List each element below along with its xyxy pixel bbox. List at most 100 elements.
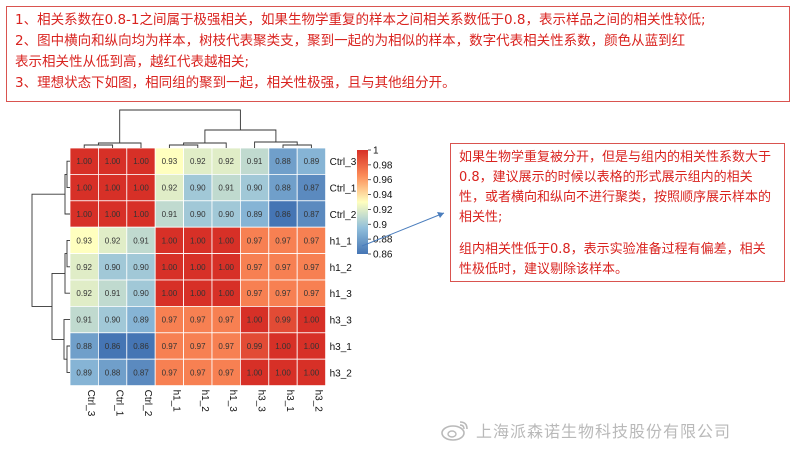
- column-label: h1_2: [199, 390, 210, 413]
- row-dendrogram-branch: [31, 193, 65, 307]
- column-label: Ctrl_1: [114, 390, 125, 417]
- colorbar-tick-label: 0.98: [373, 160, 393, 171]
- heatmap-cell: [296, 226, 327, 254]
- heatmap-cell: [183, 279, 213, 307]
- cell-value: 0.87: [304, 210, 320, 219]
- heatmap-cell: [268, 147, 298, 175]
- cell-value: 0.88: [105, 368, 121, 377]
- cell-value: 1.00: [190, 236, 206, 245]
- column-label: h3_1: [284, 390, 295, 413]
- cell-value: 0.92: [105, 236, 121, 245]
- cell-value: 1.00: [218, 289, 234, 298]
- cell-value: 1.00: [275, 342, 291, 351]
- cell-value: 0.92: [76, 289, 92, 298]
- heatmap-cell: [183, 358, 213, 387]
- colorbar-tick-label: 0.92: [373, 205, 393, 216]
- cell-value: 0.97: [304, 236, 320, 245]
- cell-value: 0.97: [190, 342, 206, 351]
- colorbar: [357, 150, 368, 254]
- column-dendrogram-branch: [119, 109, 241, 143]
- column-dendrogram-branch: [168, 144, 199, 148]
- cell-value: 0.92: [190, 157, 206, 166]
- heatmap-cell: [126, 358, 156, 387]
- pointer-arrow-line: [361, 212, 445, 247]
- heatmap-cell: [126, 279, 156, 307]
- row-label: Ctrl_1: [330, 184, 357, 195]
- heatmap-cell: [239, 253, 270, 281]
- column-label: Ctrl_3: [85, 390, 96, 417]
- heatmap-cell: [154, 200, 184, 228]
- row-label: h1_3: [330, 289, 353, 300]
- top-note-box: 1、相关系数在0.8-1之间属于极强相关，如果生物学重复的样本之间相关系数低于0…: [6, 6, 790, 102]
- side-note-para-2: 组内相关性低于0.8，表示实验准备过程有偏差，相关性极低时，建议剔除该样本。: [459, 242, 766, 277]
- row-label: h3_3: [330, 316, 353, 327]
- note-line-2: 2、图中横向和纵向均为样本，树枝代表聚类支，聚到一起的为相似的样本，数字代表相关…: [15, 33, 686, 49]
- heatmap-cell: [126, 332, 156, 360]
- cell-value: 0.97: [162, 316, 178, 325]
- cell-value: 0.97: [218, 342, 234, 351]
- heatmap-cell: [211, 358, 241, 387]
- heatmap-cell: [239, 147, 270, 175]
- cell-value: 0.88: [275, 157, 291, 166]
- heatmap-cell: [268, 358, 298, 387]
- heatmap-cell: [98, 253, 128, 281]
- cell-value: 1.00: [218, 236, 234, 245]
- cell-value: 0.92: [162, 184, 178, 193]
- cell-value: 0.87: [133, 368, 149, 377]
- heatmap-cell: [239, 173, 270, 202]
- heatmap-cell: [268, 305, 298, 334]
- cell-value: 1.00: [162, 289, 178, 298]
- cell-value: 0.90: [190, 184, 206, 193]
- cell-value: 1.00: [76, 157, 92, 166]
- cell-value: 0.90: [133, 289, 149, 298]
- column-dendrogram-branch: [97, 142, 142, 148]
- cell-value: 1.00: [247, 316, 263, 325]
- colorbar-tick-label: 0.96: [373, 175, 393, 186]
- heatmap-cell: [154, 358, 184, 387]
- column-dendrogram-branch: [83, 144, 114, 148]
- cell-value: 0.90: [105, 263, 121, 272]
- row-dendrogram-branch: [64, 253, 70, 294]
- cell-value: 0.97: [218, 368, 234, 377]
- cell-value: 0.97: [247, 263, 263, 272]
- cell-value: 0.89: [76, 368, 92, 377]
- cell-value: 0.91: [218, 184, 234, 193]
- heatmap-cell: [296, 332, 327, 360]
- cell-value: 1.00: [133, 157, 149, 166]
- row-label: h3_1: [330, 342, 353, 353]
- cell-value: 0.99: [247, 342, 263, 351]
- cell-value: 0.97: [275, 236, 291, 245]
- heatmap-cell: [268, 200, 298, 228]
- cell-value: 0.91: [162, 210, 178, 219]
- heatmap-cell: [154, 279, 184, 307]
- cell-value: 1.00: [190, 289, 206, 298]
- colorbar-tick-label: 1: [373, 146, 379, 157]
- note-line-3: 表示相关性从低到高，越红代表越相关;: [15, 54, 250, 70]
- row-dendrogram-branch: [66, 160, 70, 189]
- cell-value: 0.91: [247, 157, 263, 166]
- colorbar-tick-label: 0.9: [373, 220, 387, 231]
- cell-value: 0.90: [247, 184, 263, 193]
- row-dendrogram-branch: [66, 239, 70, 268]
- column-label: h3_3: [256, 390, 267, 413]
- cell-value: 0.91: [105, 289, 121, 298]
- note-line-4: 3、理想状态下如图，相同组的聚到一起，相关性极强，且与其他组分开。: [15, 75, 456, 91]
- cell-value: 0.88: [76, 342, 92, 351]
- cell-value: 1.00: [105, 157, 121, 166]
- cell-value: 0.93: [76, 236, 92, 245]
- row-label: h1_1: [330, 236, 353, 247]
- cell-value: 1.00: [162, 236, 178, 245]
- row-dendrogram-branch: [66, 345, 70, 373]
- colorbar-tick-label: 0.86: [373, 250, 393, 261]
- cell-value: 0.97: [247, 236, 263, 245]
- cell-value: 0.86: [275, 210, 291, 219]
- cell-value: 0.92: [218, 157, 234, 166]
- column-label: h3_2: [312, 390, 323, 413]
- column-dendrogram-branch: [204, 129, 277, 143]
- cell-value: 0.91: [133, 236, 149, 245]
- row-dendrogram-branch: [51, 272, 65, 340]
- heatmap-cell: [126, 305, 156, 334]
- cell-value: 0.90: [133, 263, 149, 272]
- cell-value: 0.92: [76, 263, 92, 272]
- colorbar-tick-label: 0.88: [373, 235, 393, 246]
